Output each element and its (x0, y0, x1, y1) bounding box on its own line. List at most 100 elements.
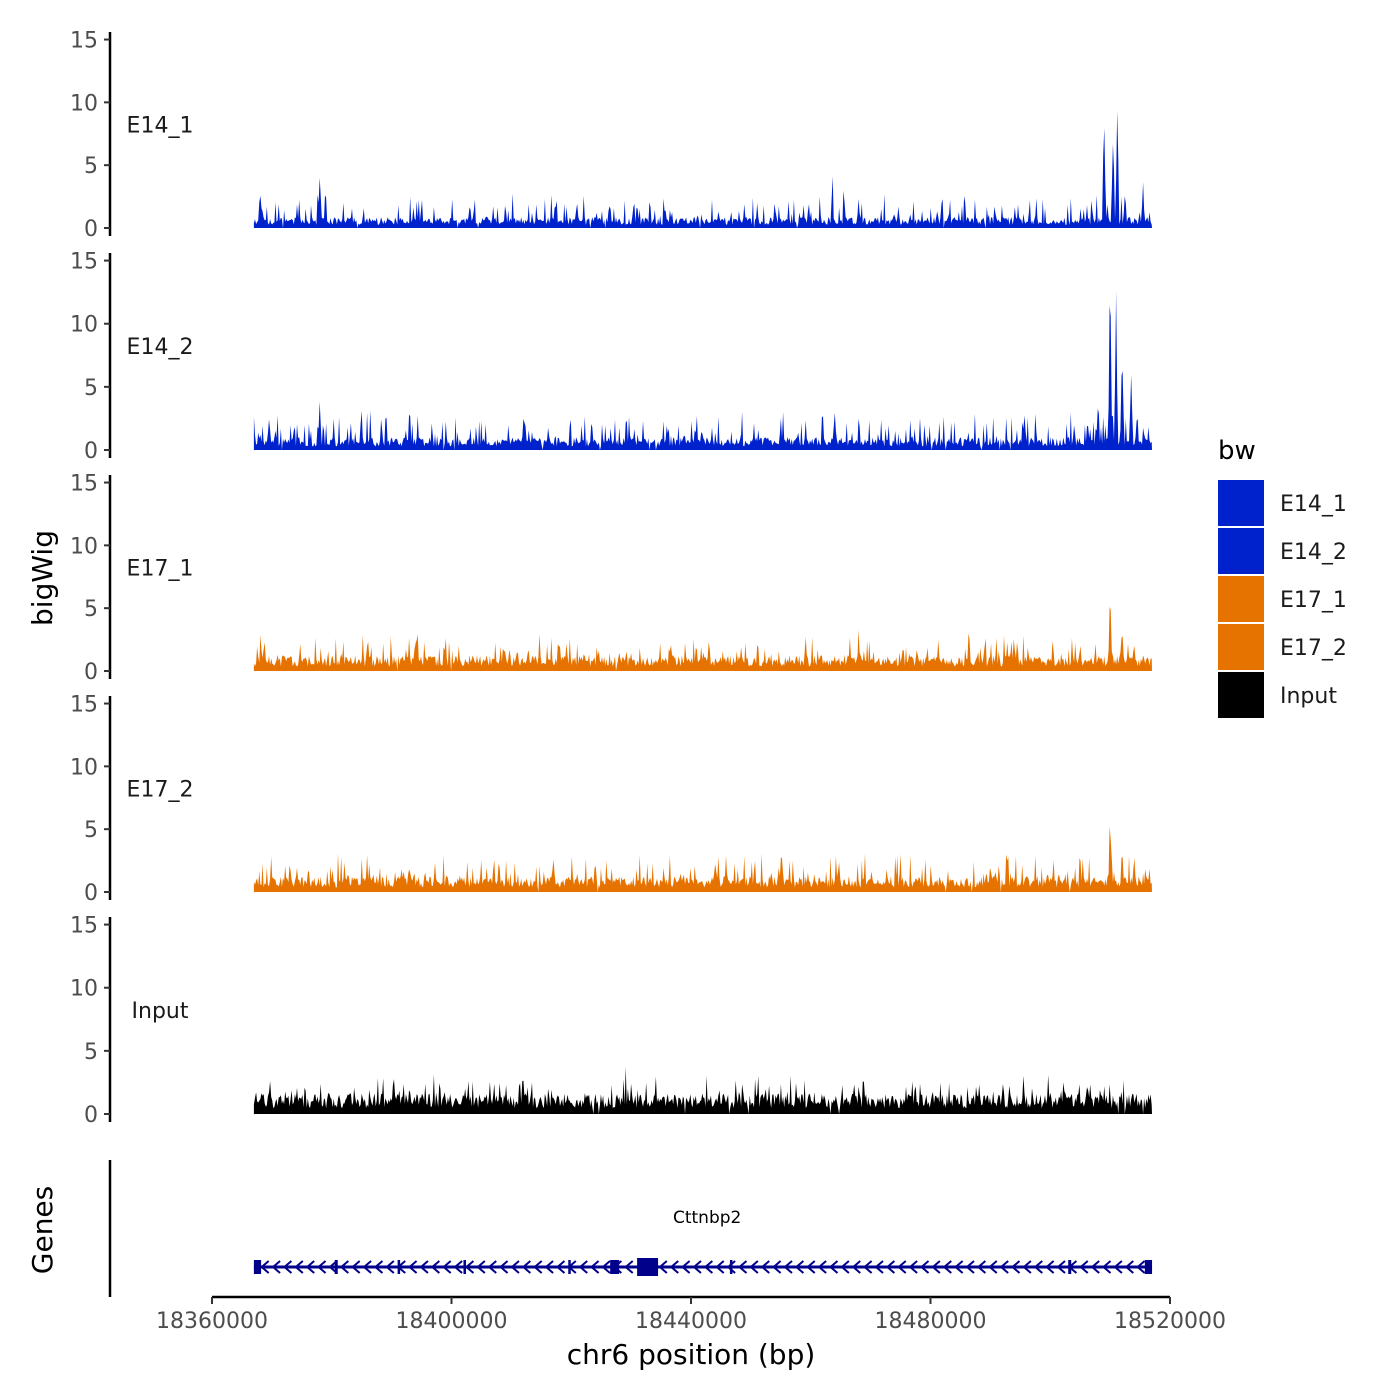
coverage-area (253, 606, 1152, 671)
legend-key (1218, 480, 1264, 526)
x-tick-label: 18520000 (1114, 1309, 1226, 1334)
gene-exon (463, 1260, 466, 1274)
y-tick-label: 5 (84, 597, 98, 622)
strand-arrow (1124, 1260, 1134, 1274)
strand-arrow (897, 1260, 907, 1274)
gene-exon (568, 1260, 571, 1274)
track-name-label: Input (132, 999, 189, 1024)
y-tick-label: 0 (84, 217, 98, 242)
y-tick-label: 0 (84, 1103, 98, 1128)
strand-arrow (885, 1260, 896, 1274)
x-tick-label: 18400000 (396, 1309, 508, 1334)
strand-arrow (1010, 1260, 1021, 1274)
legend: bw E14_1 E14_2 E17_1 E17_2 Input (1218, 436, 1347, 718)
strand-arrow (942, 1260, 952, 1274)
strand-arrow (919, 1260, 930, 1274)
y-tick-label: 10 (70, 91, 98, 116)
strand-arrow (760, 1260, 770, 1274)
legend-label: E17_2 (1280, 636, 1347, 661)
gene-exon (729, 1260, 733, 1274)
strand-arrow (976, 1260, 987, 1274)
strand-arrow (1101, 1260, 1112, 1274)
gene-exon (334, 1260, 338, 1274)
y-tick-label: 10 (70, 977, 98, 1002)
gene-exon (637, 1258, 659, 1276)
strand-arrow (658, 1260, 668, 1274)
strand-arrow (487, 1260, 497, 1274)
strand-arrow (988, 1260, 998, 1274)
strand-arrow (965, 1260, 975, 1274)
strand-arrow (1033, 1260, 1043, 1274)
legend-label: E14_1 (1280, 492, 1347, 517)
strand-arrow (669, 1260, 679, 1274)
y-tick-label: 5 (84, 818, 98, 843)
gene-name-label: Cttnbp2 (673, 1208, 741, 1228)
y-tick-label: 0 (84, 439, 98, 464)
y-axis-title: bigWig (26, 530, 59, 626)
strand-arrow (590, 1260, 600, 1274)
strand-arrow (521, 1260, 531, 1274)
coverage-area (253, 826, 1152, 892)
strand-arrow (499, 1260, 509, 1274)
coverage-tracks: 0 5 10 15 E14_1 0 5 10 15 E14_2 0 5 10 15 E17_1 0 5 10 15 E… (70, 29, 1152, 1128)
x-tick-label: 18480000 (875, 1309, 987, 1334)
y-tick-label: 0 (84, 660, 98, 685)
strand-arrow (578, 1260, 588, 1274)
strand-arrow (1056, 1260, 1066, 1274)
strand-arrow (806, 1260, 816, 1274)
strand-arrow (453, 1260, 463, 1274)
strand-arrow (681, 1260, 691, 1274)
y-tick-label: 15 (70, 914, 98, 939)
gene-panel: Genes Cttnbp2 (26, 1160, 1153, 1297)
strand-arrow (1113, 1260, 1123, 1274)
strand-arrow (715, 1260, 725, 1274)
strand-arrow (464, 1260, 475, 1274)
strand-arrow (931, 1260, 941, 1274)
strand-arrow (851, 1260, 861, 1274)
strand-arrow (408, 1260, 418, 1274)
coverage-area (253, 1066, 1152, 1114)
strand-arrow (362, 1260, 372, 1274)
track-e14-2: 0 5 10 15 E14_2 (70, 250, 1152, 464)
strand-arrow (863, 1260, 873, 1274)
track-e14-1: 0 5 10 15 E14_1 (70, 29, 1152, 242)
track-e17-1: 0 5 10 15 E17_1 (70, 472, 1152, 685)
strand-arrow (385, 1260, 395, 1274)
strand-arrow (828, 1260, 839, 1274)
legend-label: E14_2 (1280, 540, 1347, 565)
legend-key (1218, 528, 1264, 574)
y-tick-label: 5 (84, 1040, 98, 1065)
strand-arrow (601, 1260, 611, 1274)
y-tick-label: 5 (84, 376, 98, 401)
y-tick-label: 15 (70, 472, 98, 497)
y-tick-label: 0 (84, 881, 98, 906)
legend-title: bw (1218, 436, 1256, 466)
strand-arrow (692, 1260, 702, 1274)
strand-arrow (373, 1260, 384, 1274)
strand-arrow (624, 1260, 634, 1274)
strand-arrow (442, 1260, 452, 1274)
y-tick-label: 15 (70, 693, 98, 718)
strand-arrow (476, 1260, 486, 1274)
strand-arrow (533, 1260, 543, 1274)
strand-arrow (726, 1260, 736, 1274)
strand-arrow (328, 1260, 338, 1274)
strand-arrow (294, 1260, 304, 1274)
strand-arrow (317, 1260, 327, 1274)
legend-label: E17_1 (1280, 588, 1347, 613)
gene-panel-title: Genes (26, 1186, 59, 1274)
strand-arrow (305, 1260, 315, 1274)
strand-arrow (1045, 1260, 1055, 1274)
x-tick-label: 18440000 (635, 1309, 747, 1334)
legend-key (1218, 624, 1264, 670)
strand-arrow (999, 1260, 1009, 1274)
strand-arrow (1136, 1260, 1146, 1274)
strand-arrow (874, 1260, 884, 1274)
strand-arrow (282, 1260, 293, 1274)
track-name-label: E14_1 (127, 114, 194, 139)
legend-key (1218, 672, 1264, 718)
legend-label: Input (1280, 684, 1337, 709)
strand-arrow (954, 1260, 964, 1274)
track-name-label: E14_2 (127, 335, 194, 360)
